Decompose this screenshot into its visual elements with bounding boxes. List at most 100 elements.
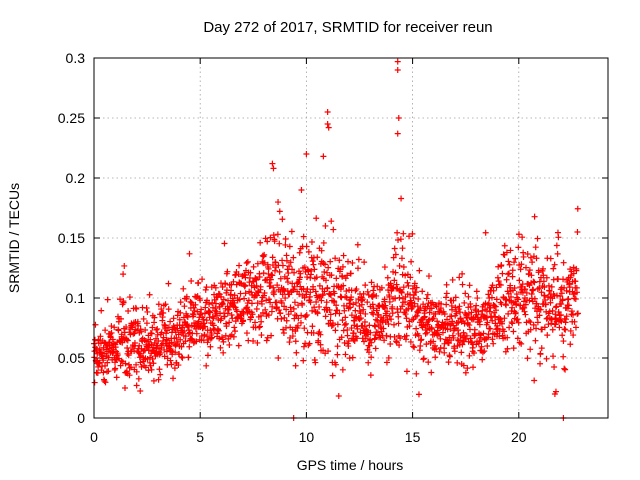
data-point (550, 353, 557, 360)
data-point (302, 313, 309, 320)
data-point (431, 342, 438, 349)
data-point (570, 311, 577, 318)
data-point (193, 293, 200, 300)
data-point (174, 325, 181, 332)
data-point (509, 304, 516, 311)
data-point (572, 324, 579, 331)
data-point (495, 263, 502, 270)
data-point (234, 314, 241, 321)
data-point (261, 259, 268, 266)
data-point (332, 327, 339, 334)
data-point (171, 365, 178, 372)
data-point (168, 361, 175, 368)
data-point (92, 321, 99, 328)
data-point (296, 291, 303, 298)
data-point (445, 340, 452, 347)
data-point (378, 284, 385, 291)
data-point (366, 322, 373, 329)
data-point (503, 302, 510, 309)
data-point (235, 271, 242, 278)
data-point (553, 303, 560, 310)
data-point (181, 303, 188, 310)
data-point (178, 343, 185, 350)
data-point (293, 349, 300, 356)
data-point (185, 354, 192, 361)
data-point (98, 307, 105, 314)
x-tick-label: 0 (90, 429, 98, 445)
data-point (230, 278, 237, 285)
data-point (279, 216, 286, 223)
data-point (570, 332, 577, 339)
data-point (162, 301, 169, 308)
data-point (565, 296, 572, 303)
data-point (556, 324, 563, 331)
data-point (425, 273, 432, 280)
data-point (306, 340, 313, 347)
data-point (155, 376, 162, 383)
data-point (412, 289, 419, 296)
data-point (521, 308, 528, 315)
data-point (332, 361, 339, 368)
data-point (465, 293, 472, 300)
data-point (476, 321, 483, 328)
data-point (360, 290, 367, 297)
data-point (443, 281, 450, 288)
data-point (389, 303, 396, 310)
data-point (509, 273, 516, 280)
data-point (369, 301, 376, 308)
data-point (183, 312, 190, 319)
data-point (318, 297, 325, 304)
data-point (331, 290, 338, 297)
data-point (261, 290, 268, 297)
data-point (229, 315, 236, 322)
data-point (362, 310, 369, 317)
data-point (271, 288, 278, 295)
data-point (543, 355, 550, 362)
data-point (494, 274, 501, 281)
data-point (275, 199, 282, 206)
y-axis-label: SRMTID / TECUs (6, 183, 22, 293)
data-point (223, 289, 230, 296)
data-point (237, 290, 244, 297)
data-point (444, 316, 451, 323)
data-point (204, 352, 211, 359)
data-point (551, 364, 558, 370)
data-point (460, 329, 467, 336)
data-point (416, 267, 423, 274)
data-point (467, 303, 474, 310)
data-point (339, 263, 346, 270)
data-point (212, 300, 219, 307)
data-point (354, 265, 361, 272)
data-point (276, 268, 283, 275)
data-point (471, 349, 478, 356)
data-point (568, 308, 575, 315)
data-point (221, 240, 228, 247)
data-point (267, 299, 274, 306)
data-point (539, 265, 546, 272)
data-point (397, 335, 404, 342)
data-point (331, 298, 338, 305)
data-point (398, 289, 405, 296)
data-point (109, 336, 116, 343)
data-point (262, 306, 269, 313)
data-point (537, 360, 544, 367)
data-point-outlier (394, 130, 401, 137)
data-point (436, 348, 443, 355)
data-point (262, 235, 269, 242)
data-point (406, 233, 413, 240)
data-point (309, 258, 316, 265)
data-point (148, 366, 155, 373)
data-point (486, 308, 493, 315)
x-tick-label: 5 (196, 429, 204, 445)
data-point (252, 319, 259, 326)
data-point (257, 283, 264, 290)
data-point (148, 341, 155, 348)
data-point (274, 231, 281, 238)
data-point (404, 271, 411, 278)
data-point (399, 245, 406, 252)
data-point (424, 321, 431, 328)
data-point (147, 336, 154, 343)
data-point (354, 241, 361, 248)
data-point (403, 332, 410, 339)
data-point (298, 312, 305, 319)
